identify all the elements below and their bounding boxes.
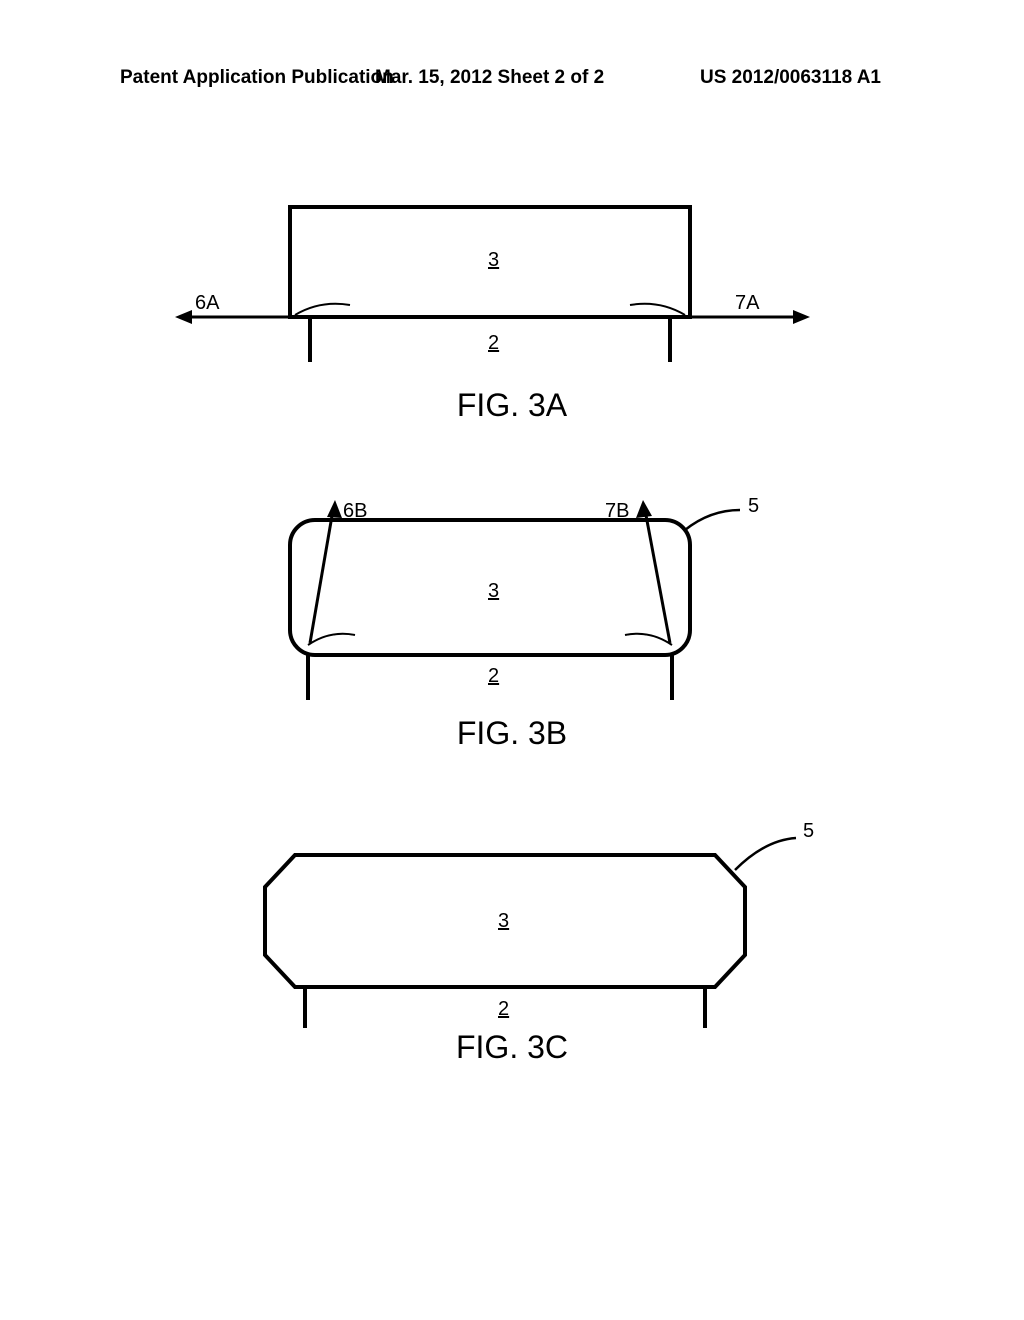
fig-3c-svg xyxy=(160,815,860,1035)
fig3c-ref-body: 3 xyxy=(498,910,509,933)
fig3a-ref-7a: 7A xyxy=(735,292,759,315)
fig3b-ref-7b: 7B xyxy=(605,500,629,523)
fig3c-ref-5: 5 xyxy=(803,820,814,843)
header-date-sheet: Mar. 15, 2012 Sheet 2 of 2 xyxy=(375,67,604,89)
fig3a-ref-base: 2 xyxy=(488,332,499,355)
header-publication: Patent Application Publication xyxy=(120,67,394,89)
fig3a-label: FIG. 3A xyxy=(0,387,1024,424)
fig3a-ref-6a: 6A xyxy=(195,292,219,315)
fig3b-ref-6b: 6B xyxy=(343,500,367,523)
fig-3b-svg xyxy=(160,485,860,710)
header-patent-number: US 2012/0063118 A1 xyxy=(700,67,881,89)
fig3b-label: FIG. 3B xyxy=(0,715,1024,752)
figure-3c: 5 3 2 FIG. 3C xyxy=(0,815,1024,1066)
figure-3b: 6B 7B 5 3 2 FIG. 3B xyxy=(0,485,1024,752)
fig3c-label: FIG. 3C xyxy=(0,1029,1024,1066)
fig3b-ref-body: 3 xyxy=(488,580,499,603)
fig3c-ref-base: 2 xyxy=(498,998,509,1021)
fig3b-ref-base: 2 xyxy=(488,665,499,688)
fig3b-ref-5: 5 xyxy=(748,495,759,518)
fig3a-ref-body: 3 xyxy=(488,249,499,272)
figure-3a: 6A 7A 3 2 FIG. 3A xyxy=(0,197,1024,424)
